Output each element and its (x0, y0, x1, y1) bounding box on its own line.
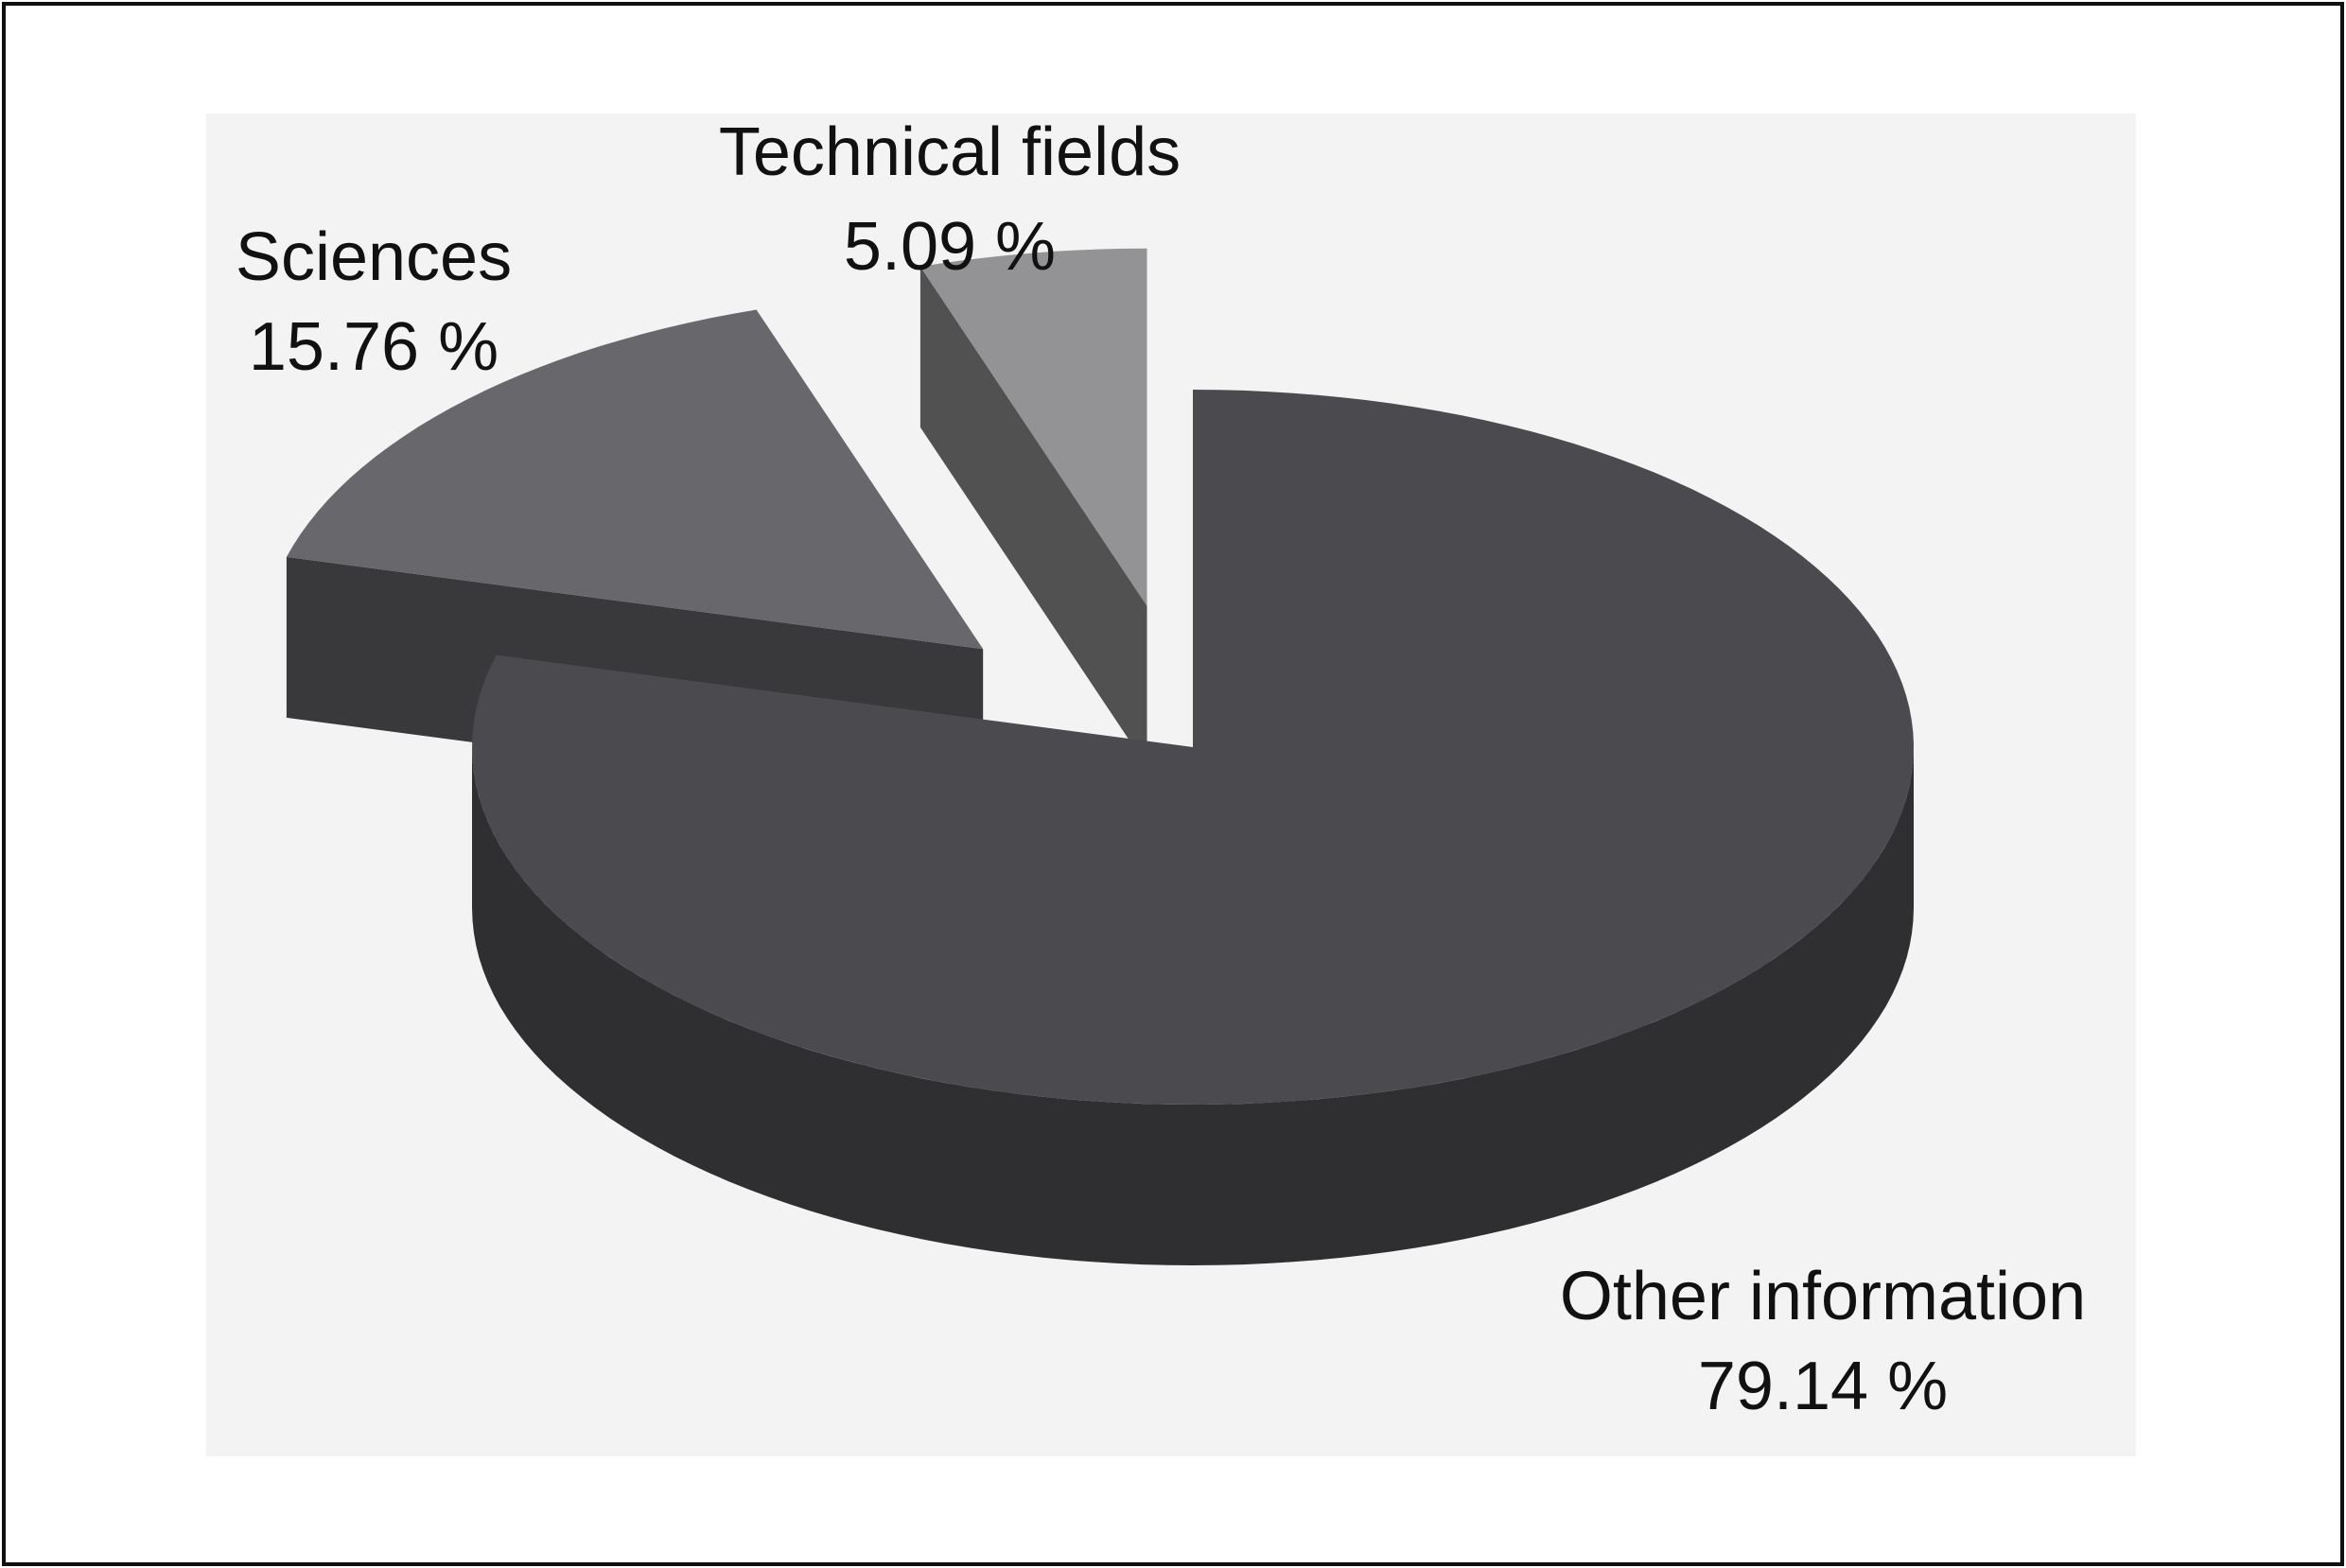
slice (919, 248, 1147, 606)
slice-cut-face (919, 266, 1147, 767)
slice (286, 309, 984, 650)
slice-side (472, 747, 1914, 1265)
slice (472, 390, 1915, 1265)
slice (919, 248, 1147, 767)
slice-label: Sciences (236, 219, 512, 295)
slice-label: Other information (1560, 1259, 2086, 1334)
slice-value-label: 5.09 % (844, 209, 1056, 285)
slice-value-label: 15.76 % (249, 309, 499, 385)
slice (472, 390, 1915, 1105)
slice-value-label: 79.14 % (1698, 1349, 1948, 1424)
pie (286, 248, 1915, 1265)
slice-label: Technical fields (719, 114, 1181, 190)
